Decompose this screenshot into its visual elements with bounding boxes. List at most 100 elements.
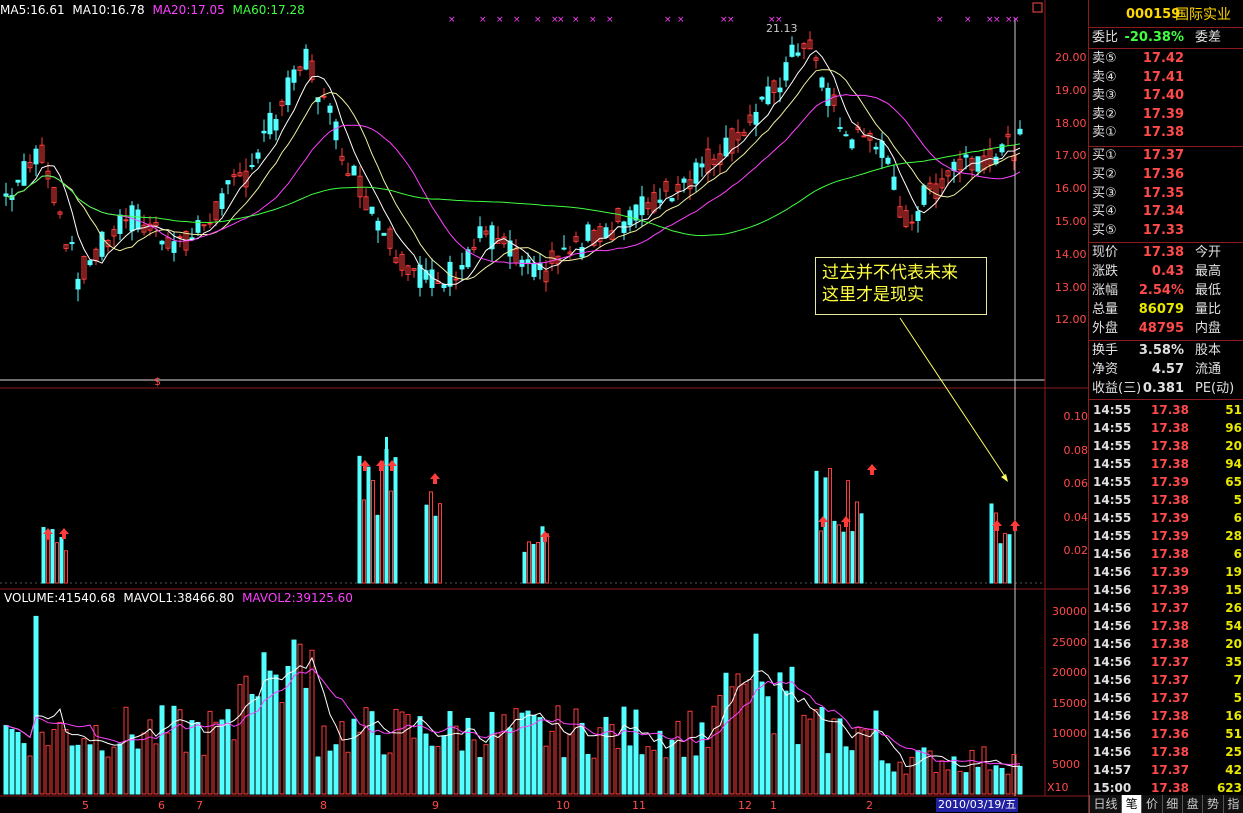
tab-2[interactable]: 价 — [1141, 795, 1162, 813]
candle-body — [285, 77, 291, 106]
candle-body — [495, 238, 501, 244]
sell-level-4-value: 17.41 — [1142, 69, 1184, 85]
indicator-bar — [357, 455, 362, 584]
stat2-row-label: 净资 — [1092, 362, 1119, 377]
candle-body — [381, 232, 387, 236]
volume-bar — [45, 745, 51, 795]
annotation-line1: 过去并不代表未来 — [822, 263, 958, 283]
volume-bar — [393, 708, 399, 795]
volume-bar — [417, 716, 423, 795]
tab-3[interactable]: 细 — [1161, 795, 1182, 813]
indicator-bar — [59, 537, 64, 584]
signal-marker: × — [1012, 15, 1020, 25]
volume-bar — [279, 702, 285, 795]
volume-bar — [483, 744, 489, 795]
candle-body — [549, 250, 555, 264]
volume-bar — [87, 744, 93, 795]
stat-row: 涨跌 0.43 最高 — [1089, 263, 1243, 281]
stat-row-value: 86079 — [1138, 302, 1184, 317]
stat-row-label2: 最低 — [1195, 283, 1222, 298]
buy-level-2: 买② 17.36 — [1089, 166, 1243, 184]
volume-bar — [303, 687, 309, 795]
buy-level-4: 买④ 17.34 — [1089, 203, 1243, 221]
tick-row: 14:55 17.38 94 — [1089, 455, 1243, 473]
volume-bar — [969, 749, 975, 795]
indicator-bar — [433, 515, 438, 584]
tab-6[interactable]: 指 — [1222, 795, 1243, 813]
tick-row: 14:56 17.36 51 — [1089, 725, 1243, 743]
candle-body — [843, 134, 849, 137]
volume-bar — [927, 750, 933, 795]
candle-body — [333, 121, 339, 141]
indicator-bar — [1007, 534, 1012, 584]
tick-row: 14:56 17.37 5 — [1089, 689, 1243, 707]
tick-p: 17.37 — [1151, 673, 1189, 687]
candle-body — [405, 265, 411, 276]
month-label: 10 — [556, 799, 570, 812]
tick-row: 14:55 17.38 5 — [1089, 491, 1243, 509]
signal-marker: × — [964, 15, 972, 25]
tick-q: 6 — [1233, 547, 1242, 561]
candle-body — [975, 156, 981, 172]
volume-bar — [615, 747, 621, 795]
volume-bar — [771, 733, 777, 795]
candle-body — [105, 239, 111, 248]
tick-p: 17.37 — [1151, 691, 1189, 705]
volume-bar — [831, 718, 837, 795]
tab-1[interactable]: 笔 — [1120, 795, 1142, 813]
candle-body — [165, 237, 171, 249]
candle-body — [681, 178, 687, 183]
volume-bar — [939, 760, 945, 795]
buy-level-5: 买⑤ 17.33 — [1089, 222, 1243, 240]
tick-t: 14:56 — [1093, 673, 1132, 687]
stat-row: 外盘 48795 内盘 — [1089, 320, 1243, 338]
volume-bar — [699, 722, 705, 795]
volume-bar — [951, 756, 957, 795]
volume-bar — [873, 710, 879, 795]
chart-area[interactable]: × × × × × ×× × × × × × × × × × × × × × × ×$ — [0, 0, 1088, 813]
tab-5[interactable]: 势 — [1202, 795, 1223, 813]
tick-q: 94 — [1225, 457, 1242, 471]
volume-bar — [513, 708, 519, 795]
volume-bar — [507, 727, 513, 795]
volume-bar — [99, 750, 105, 795]
volume-bar — [171, 705, 177, 795]
buy-level-3-value: 17.35 — [1142, 185, 1184, 201]
volume-bar — [51, 729, 57, 795]
tab-0[interactable]: 日线 — [1089, 795, 1121, 813]
volume-bar — [381, 754, 387, 795]
stat-row-value: 0.43 — [1151, 264, 1184, 279]
candle-body — [21, 161, 27, 186]
candle-body — [57, 211, 63, 215]
volume-bar — [639, 754, 645, 795]
volume-bar — [573, 708, 579, 795]
volume-bar — [321, 725, 327, 795]
ma-legend: MA5:16.61 MA10:16.78 MA20:17.05 MA60:17.… — [0, 3, 305, 17]
volume-bar — [705, 746, 711, 795]
candle-body — [69, 242, 75, 245]
tick-t: 14:55 — [1093, 403, 1132, 417]
tick-row: 14:56 17.38 6 — [1089, 545, 1243, 563]
volume-bar — [219, 719, 225, 795]
indicator-bar — [380, 460, 384, 584]
candle-body — [375, 220, 381, 231]
month-label: 11 — [632, 799, 646, 812]
candle-body — [963, 154, 969, 158]
candle-body — [885, 157, 891, 164]
indicator-bar — [389, 490, 393, 584]
tick-t: 14:55 — [1093, 439, 1132, 453]
candle-body — [807, 39, 813, 50]
tick-p: 17.38 — [1151, 493, 1189, 507]
volume-bar — [543, 745, 549, 795]
indicator-bar — [429, 491, 433, 584]
tab-4[interactable]: 盘 — [1181, 795, 1203, 813]
candle-body — [753, 111, 759, 125]
candle-body — [153, 222, 159, 227]
volume-bar — [933, 771, 939, 795]
candle-body — [669, 197, 675, 202]
candle-body — [771, 80, 777, 93]
indicator-bar — [819, 530, 823, 584]
candle-body — [891, 176, 897, 190]
tick-q: 20 — [1225, 637, 1242, 651]
candle-body — [177, 236, 183, 239]
